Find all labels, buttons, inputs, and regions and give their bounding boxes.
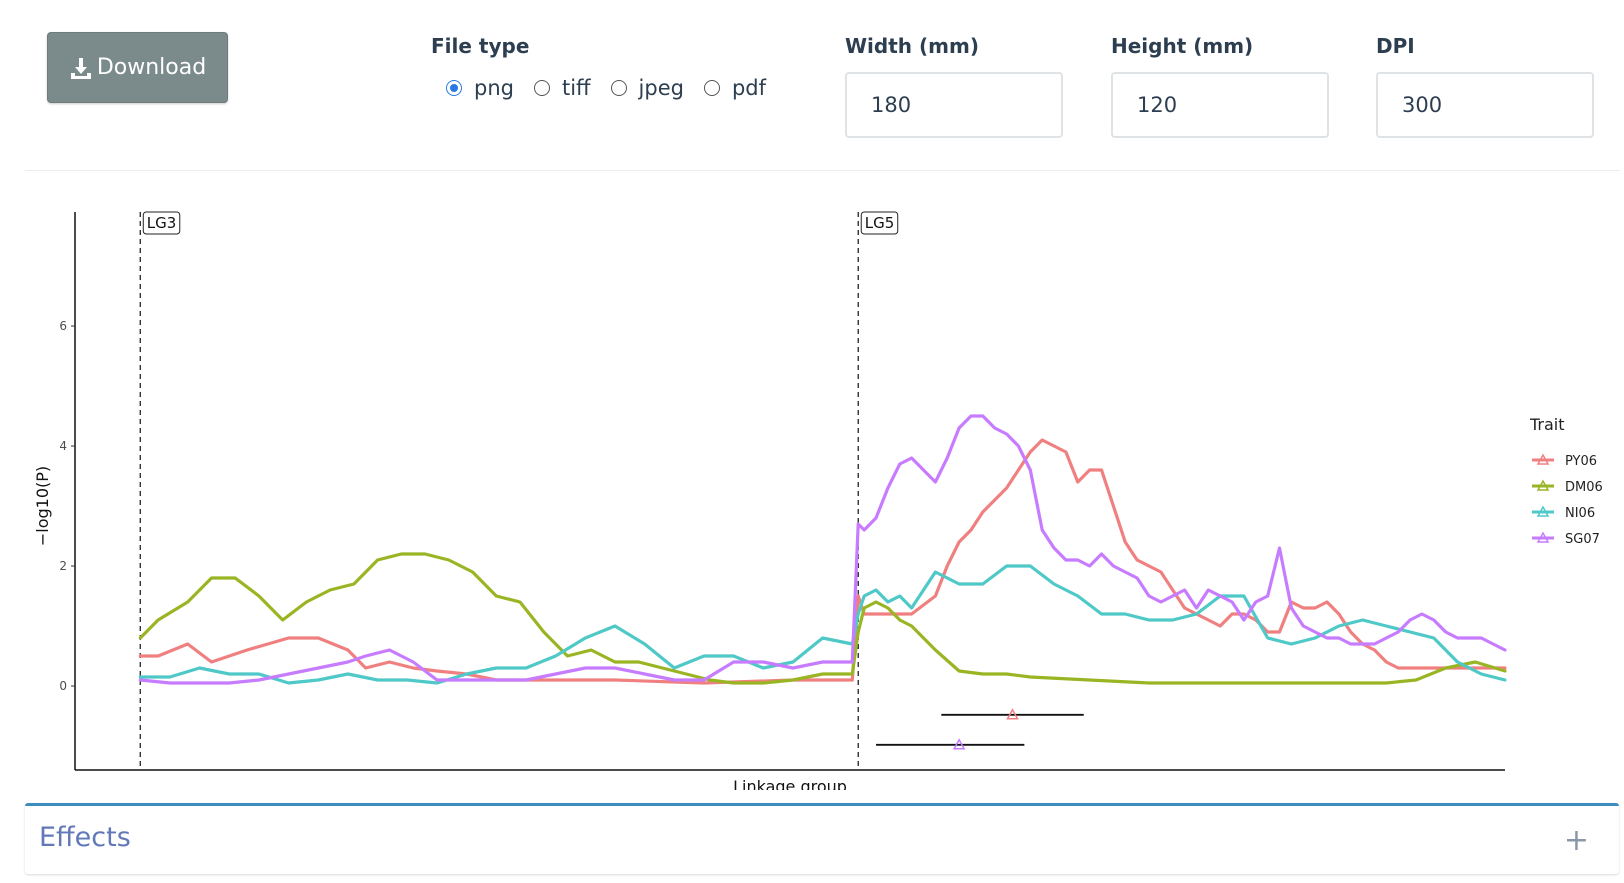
linkage-group-label: LG3 (147, 214, 177, 232)
linkage-group-label-frame (860, 211, 899, 235)
height-label: Height (mm) (1111, 34, 1254, 58)
y-tick-label: 4 (59, 439, 67, 453)
y-tick-label: 2 (59, 559, 67, 573)
legend-entry-label: NI06 (1565, 506, 1595, 521)
linkage-group-label-frame (142, 211, 181, 235)
peak-marker-triangle (1006, 708, 1019, 720)
linkage-group-label-box: LG5 (860, 211, 899, 235)
linkage-group-label-box: LG3 (142, 211, 181, 235)
series-line-dm06 (138, 552, 1507, 685)
dpi-label: DPI (1376, 34, 1415, 58)
download-icon (70, 57, 91, 79)
download-button[interactable]: Download (47, 32, 228, 103)
y-axis-label: −log10(P) (33, 466, 52, 546)
radio-label: png (474, 76, 514, 100)
file-type-radio-group: png tiff jpeg pdf (446, 76, 786, 100)
radio-button[interactable] (703, 80, 720, 96)
radio-label: jpeg (638, 76, 684, 100)
linkage-group-label: LG5 (865, 214, 895, 232)
width-input[interactable] (845, 72, 1063, 138)
x-axis-label: Linkage group (733, 777, 847, 790)
legend-key-triangle (1536, 505, 1550, 517)
radio-label: tiff (561, 76, 591, 100)
radio-button[interactable] (533, 80, 550, 96)
radio-jpeg[interactable]: jpeg (610, 76, 684, 100)
legend-title: Trait (1529, 415, 1565, 434)
peak-marker-triangle (952, 738, 966, 750)
series-line-ni06 (138, 564, 1507, 685)
download-button-label: Download (96, 55, 207, 80)
legend-entry-label: SG07 (1565, 532, 1600, 547)
effects-panel[interactable]: Effects + (25, 803, 1619, 874)
effects-title: Effects (39, 822, 131, 853)
dpi-input[interactable] (1376, 72, 1594, 138)
height-input[interactable] (1111, 72, 1329, 138)
radio-pdf[interactable]: pdf (703, 76, 767, 100)
radio-png[interactable]: png (446, 76, 514, 100)
radio-button[interactable] (610, 80, 627, 96)
legend-key-triangle (1536, 531, 1550, 543)
legend-entry-label: DM06 (1565, 480, 1603, 495)
file-type-label: File type (431, 34, 530, 58)
divider (25, 170, 1620, 171)
series-line-sg07 (138, 414, 1507, 685)
legend-key-triangle (1536, 453, 1550, 465)
radio-tiff[interactable]: tiff (533, 76, 591, 100)
qtl-plot: 0 2 4 6 −log10(P) Linkage group LG3 LG5 Trait PY0… (33, 211, 1603, 790)
series-line-py06 (138, 438, 1507, 685)
expand-plus-icon[interactable]: + (1563, 823, 1589, 858)
y-tick-label: 6 (59, 319, 67, 333)
y-tick-label: 0 (59, 679, 67, 693)
width-label: Width (mm) (845, 34, 979, 58)
legend-entry-label: PY06 (1565, 454, 1597, 469)
legend-key-triangle (1536, 479, 1550, 491)
radio-button[interactable] (446, 80, 462, 96)
radio-label: pdf (731, 76, 767, 100)
